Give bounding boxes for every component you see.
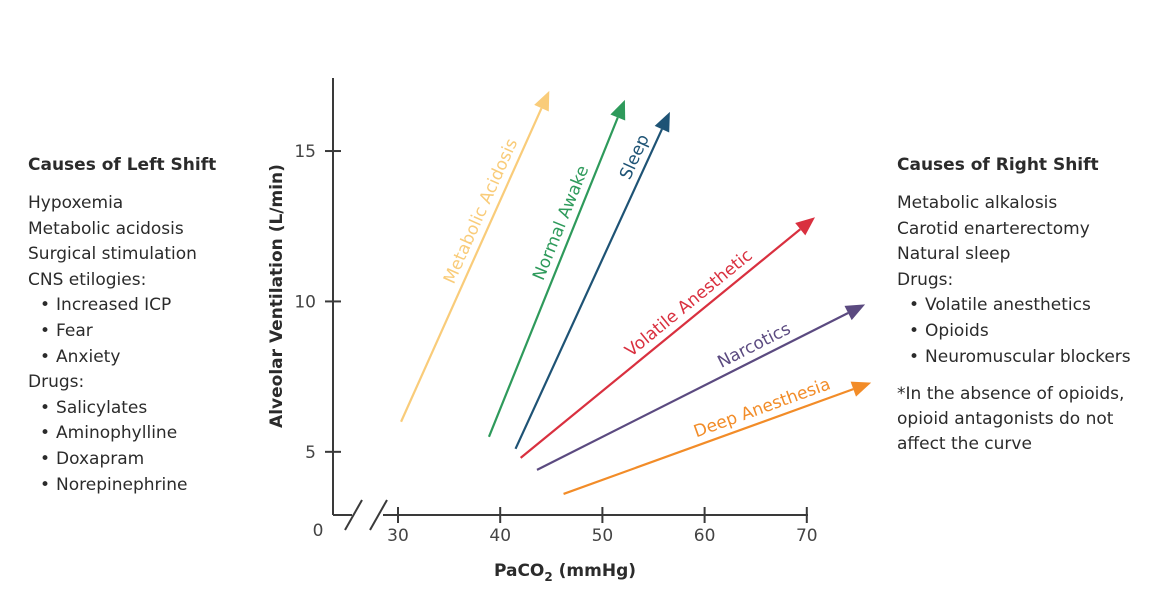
list-item: Metabolic acidosis [28, 218, 184, 239]
list-item: Opioids [897, 319, 1131, 345]
series-line [514, 128, 663, 450]
list-item: Carotid enarterectomy [897, 218, 1090, 239]
left-shift-panel: Causes of Left Shift Hypoxemia Metabolic … [28, 155, 216, 498]
x-tick-label: 60 [694, 526, 716, 546]
series-line [400, 107, 543, 423]
y-tick-label: 10 [294, 292, 316, 312]
chart-series: Metabolic Acidosis Normal AwakeSleepVolat… [400, 90, 872, 495]
list-item: Metabolic alkalosis [897, 193, 1058, 213]
x-tick-label: 70 [796, 526, 818, 546]
series-line [487, 117, 619, 438]
list-item: Fear [28, 319, 216, 345]
left-shift-title: Causes of Left Shift [28, 155, 217, 175]
list-item: Surgical stimulation [28, 244, 197, 265]
list-item: Hypoxemia [28, 193, 124, 213]
axis-break-mark [344, 499, 363, 531]
list-item: Salicylates [28, 396, 216, 422]
list-item: Increased ICP [28, 293, 216, 319]
list-item: Drugs: [897, 269, 954, 290]
left-shift-list: Hypoxemia Metabolic acidosis Surgical stim… [28, 191, 216, 498]
x-axis-title: PaCO2 (mmHg) [494, 561, 636, 584]
origin-label: 0 [313, 521, 324, 541]
x-ticks: 30 40 50 60 70 [387, 507, 818, 546]
arrowhead-icon [795, 217, 815, 236]
axis-break-mark [369, 499, 388, 531]
y-tick-label: 15 [294, 142, 316, 162]
series-line [563, 388, 854, 495]
list-item: Aminophylline [28, 421, 216, 447]
list-item: Anxiety [28, 345, 216, 371]
y-axis-title: Alveolar Ventilation (L/min) [267, 164, 287, 428]
y-tick-label: 5 [305, 443, 316, 463]
arrowhead-icon [654, 111, 670, 133]
x-tick-label: 30 [387, 526, 409, 546]
arrowhead-icon [610, 99, 626, 121]
list-item: Natural sleep [897, 244, 1011, 265]
list-item: Doxapram [28, 447, 216, 473]
arrowhead-icon [850, 381, 872, 397]
arrowhead-icon [844, 304, 866, 321]
list-item: Volatile anesthetics [897, 293, 1131, 319]
series-line [519, 228, 801, 459]
arrowhead-icon [534, 90, 550, 112]
series-label: Deep Anesthesia [691, 374, 833, 442]
list-item: CNS etilogies: [28, 269, 147, 290]
series-line [536, 312, 849, 471]
y-ticks: 5 10 15 [294, 142, 341, 463]
x-tick-label: 40 [489, 526, 511, 546]
chart-axes [332, 78, 808, 531]
list-item: Neuromuscular blockers [897, 345, 1131, 371]
list-item: Drugs: [28, 372, 85, 393]
series-label: Normal Awake [529, 163, 593, 283]
footnote: *In the absence of opioids, opioid antag… [897, 384, 1125, 455]
right-shift-list: Metabolic alkalosis Carotid enarterectomy… [897, 191, 1131, 370]
x-tick-label: 50 [592, 526, 614, 546]
right-shift-title: Causes of Right Shift [897, 155, 1099, 175]
right-shift-panel: Causes of Right Shift Metabolic alkalosi… [897, 155, 1131, 457]
series-label: Metabolic Acidosis [440, 136, 522, 287]
list-item: Norepinephrine [28, 473, 216, 499]
